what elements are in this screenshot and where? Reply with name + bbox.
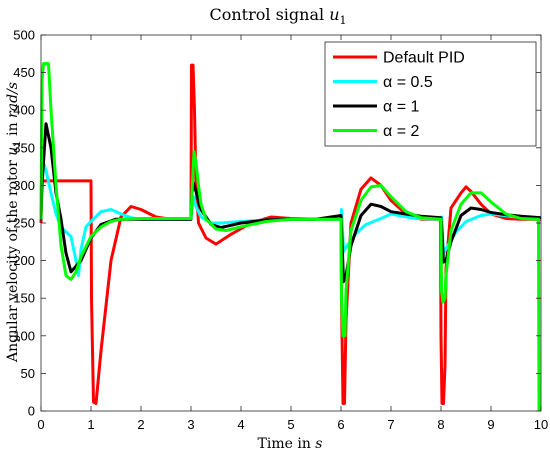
y-tick-label: 150 [13,291,35,306]
x-tick-label: 1 [87,417,94,432]
y-tick-label: 50 [21,366,35,381]
x-tick-label: 6 [337,417,344,432]
y-tick-label: 350 [13,140,35,155]
chart-title-main: Control signal [209,5,329,24]
x-tick-label: 7 [387,417,394,432]
x-tick-label: 9 [487,417,494,432]
x-tick-label: 3 [187,417,194,432]
chart-title-symbol: u [329,5,339,24]
y-axis-label-mid: in [5,118,21,140]
x-axis-label: Time in s [258,436,323,452]
x-tick-label: 4 [237,417,244,432]
legend-label: α = 0.5 [383,74,433,91]
y-tick-label: 300 [13,178,35,193]
legend-label: α = 1 [383,99,419,116]
legend-label: Default PID [383,50,465,67]
legend-label: α = 2 [383,123,419,140]
legend: Default PID α = 0.5 α = 1 α = 2 [324,41,537,147]
y-tick-label: 100 [13,328,35,343]
y-tick-label: 450 [13,65,35,80]
plot-series [39,62,542,411]
x-tick-label: 0 [37,417,44,432]
axes: 0 1 2 3 4 5 6 7 8 9 100501001502002503003504004505… [13,28,548,433]
x-tick-label: 2 [137,417,144,432]
y-tick-label: 250 [13,216,35,231]
chart-title: Control signal u1 [209,5,346,27]
y-axis-label-unit: rad/s [5,82,21,118]
x-axis-label-unit: s [315,436,322,452]
x-tick-label: 5 [287,417,294,432]
y-axis-label: Angular velocity of the rotor u1 in rad/… [5,82,23,363]
chart-title-subscript: 1 [340,14,347,27]
x-axis-label-main: Time in [258,436,316,452]
y-axis-label-main: Angular velocity of the rotor [5,156,21,363]
series-line-4 [39,62,541,411]
y-axis-label-symbol: u [5,147,21,156]
y-axis-label-subscript: 1 [12,140,23,146]
y-tick-label: 500 [13,28,35,43]
y-tick-label: 0 [28,404,35,419]
y-tick-label: 200 [13,253,35,268]
y-tick-label: 400 [13,103,35,118]
x-tick-label: 10 [534,417,548,432]
legend-box [324,41,537,147]
x-tick-label: 8 [437,417,444,432]
